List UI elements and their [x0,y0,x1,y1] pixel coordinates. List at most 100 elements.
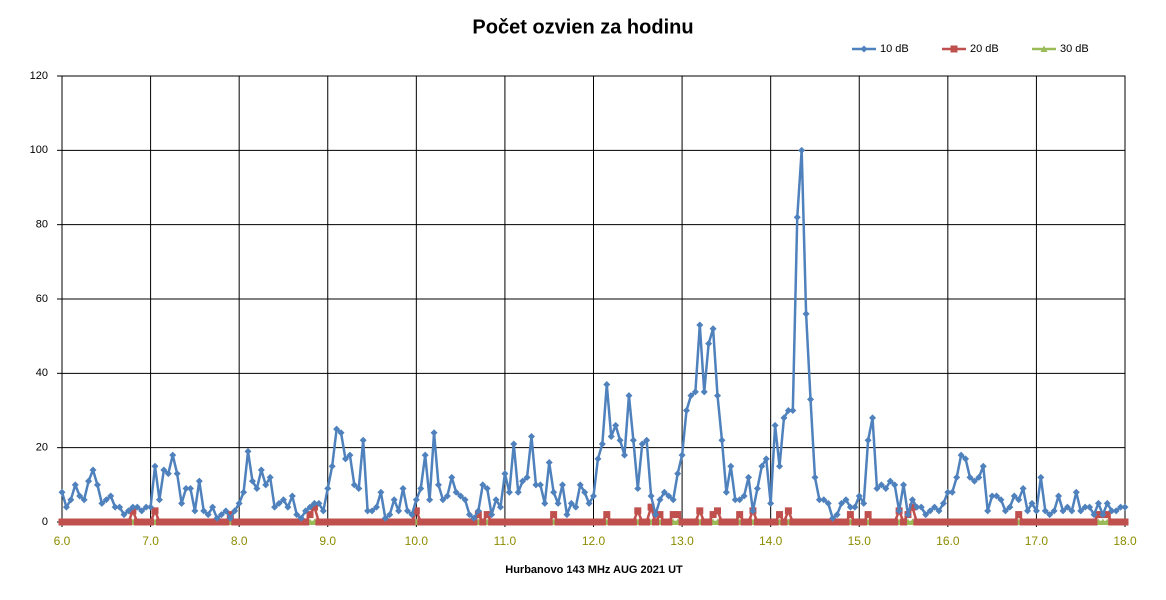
marker [1072,488,1080,496]
marker [900,518,908,526]
marker [1086,503,1094,511]
marker [191,518,199,526]
marker [988,492,996,500]
marker [758,462,766,470]
marker [607,518,615,526]
marker [222,518,230,526]
marker [860,45,868,53]
marker [687,392,695,400]
marker [935,518,943,526]
marker [970,518,978,526]
y-tick-label: 80 [36,219,48,231]
marker [483,511,491,519]
marker [1099,511,1107,519]
marker [474,511,482,519]
marker [319,518,327,526]
marker [607,433,615,441]
marker [173,470,181,478]
marker [1072,518,1080,526]
marker [576,518,584,526]
marker [536,518,544,526]
marker [306,503,314,511]
marker [102,518,110,526]
marker [443,518,451,526]
marker [231,507,239,515]
x-tick-label: 14.0 [759,534,783,548]
marker [421,518,429,526]
marker [691,518,699,526]
marker [102,496,110,504]
marker [337,518,345,526]
marker [886,518,894,526]
marker [195,477,203,485]
marker [1050,507,1058,515]
marker [107,492,115,500]
marker [151,462,159,470]
marker [235,518,243,526]
marker [1001,507,1009,515]
marker [116,503,124,511]
marker [984,518,992,526]
marker [1050,518,1058,526]
marker [935,507,943,515]
marker [842,518,850,526]
marker [1063,518,1071,526]
marker [567,499,575,507]
marker [67,518,75,526]
marker [514,488,522,496]
marker [364,507,372,515]
marker [302,507,310,515]
marker [1099,518,1107,525]
marker [767,518,775,526]
marker [753,518,761,526]
marker [953,518,961,526]
marker [598,518,606,526]
marker [576,481,584,489]
marker [829,514,837,522]
marker [408,518,416,526]
marker [931,518,939,526]
marker [572,518,580,526]
marker [882,485,890,493]
marker [217,518,225,526]
marker [811,518,819,526]
marker [634,485,642,493]
marker [590,518,597,526]
marker [510,440,518,448]
marker [802,310,810,318]
x-tick-label: 6.0 [54,534,71,548]
marker [346,451,354,459]
y-tick-label: 60 [36,293,48,305]
marker [457,492,465,500]
marker [372,518,380,526]
marker [944,518,952,526]
marker [1121,518,1129,526]
marker [873,485,881,493]
marker [204,518,212,526]
marker [846,511,854,519]
marker [226,514,234,522]
marker [598,440,606,448]
marker [266,518,274,526]
marker [864,436,872,444]
marker [900,481,908,489]
marker [771,518,779,526]
marker [62,518,70,526]
marker [984,507,992,515]
marker [727,462,735,470]
marker [842,496,850,504]
marker [80,496,88,504]
marker [235,499,243,507]
marker [430,518,438,526]
marker [403,518,411,526]
marker [275,518,283,526]
x-tick-label: 12.0 [582,534,606,548]
marker [625,392,633,400]
marker [922,518,930,526]
marker [178,518,186,526]
marker [93,481,101,489]
marker [386,511,394,519]
marker [496,503,504,511]
marker [572,503,580,511]
marker [798,146,806,154]
